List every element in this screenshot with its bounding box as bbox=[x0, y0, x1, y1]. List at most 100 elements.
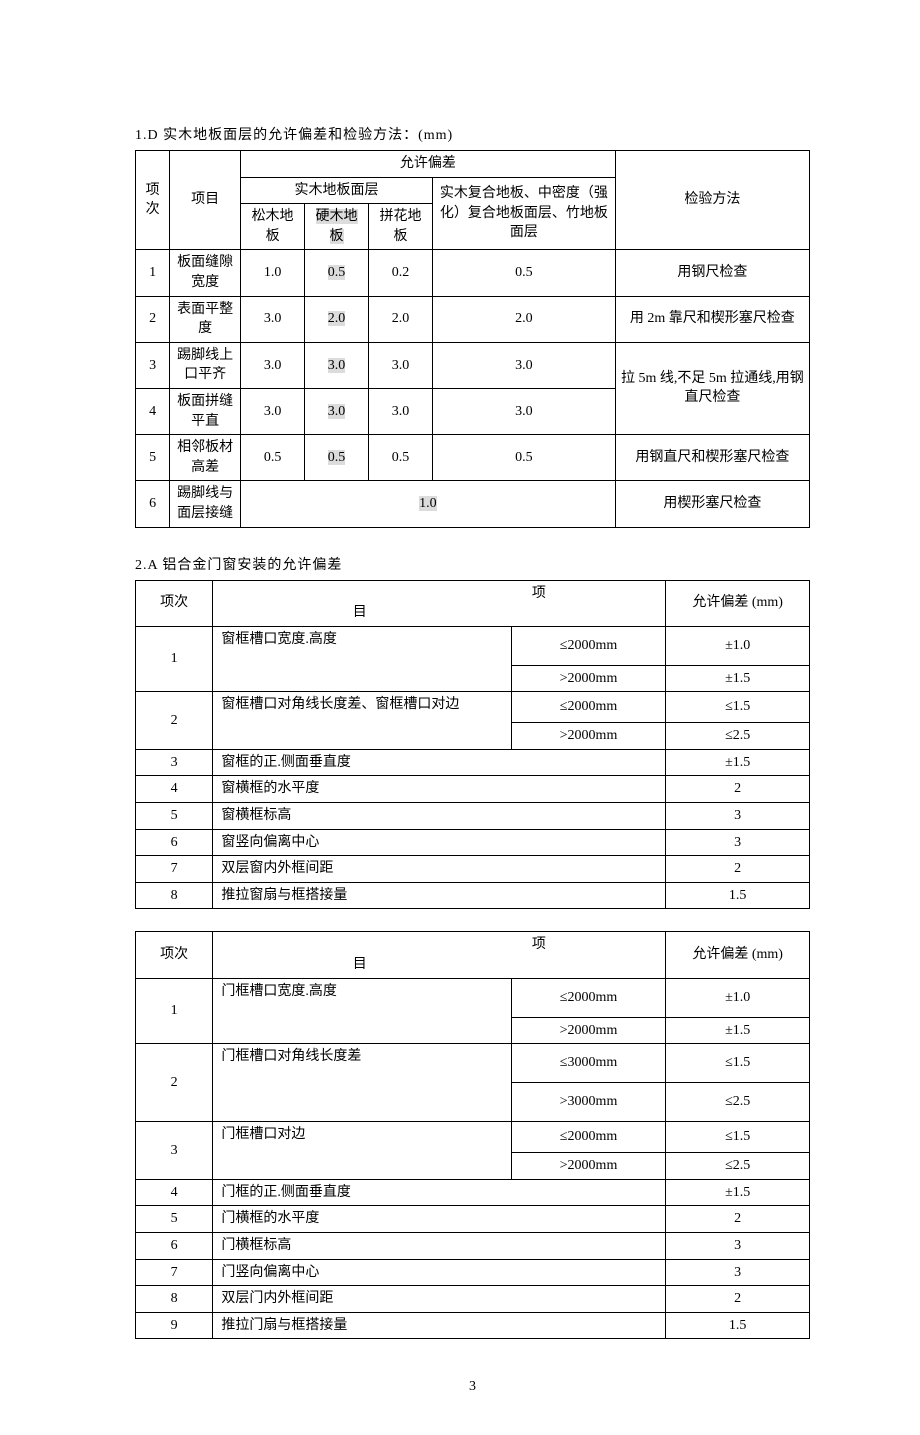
cell-no: 3 bbox=[136, 1122, 213, 1180]
cell-tol: ±1.0 bbox=[666, 978, 810, 1017]
cell-name: 板面拼缝平直 bbox=[170, 388, 241, 434]
cell-val: 1.0 bbox=[241, 481, 616, 527]
header-tol: 允许偏差 (mm) bbox=[666, 932, 810, 978]
cell-name: 门竖向偏离中心 bbox=[213, 1259, 666, 1286]
cell-no: 8 bbox=[136, 882, 213, 909]
cell-no: 1 bbox=[136, 626, 213, 692]
cell-cond: >2000mm bbox=[511, 723, 666, 750]
cell-no: 1 bbox=[136, 250, 170, 296]
table-row: 1 板面缝隙宽度 1.0 0.5 0.2 0.5 用钢尺检查 bbox=[136, 250, 810, 296]
cell-val: 3.0 bbox=[305, 388, 369, 434]
section-heading-1: 1.D 实木地板面层的允许偏差和检验方法：(mm) bbox=[135, 124, 810, 144]
cell-no: 5 bbox=[136, 435, 170, 481]
table-row: 2 窗框槽口对角线长度差、窗框槽口对边 ≤2000mm ≤1.5 bbox=[136, 692, 810, 723]
cell-cond: >2000mm bbox=[511, 1017, 666, 1044]
header-tolerance: 允许偏差 bbox=[241, 151, 616, 178]
cell-val: 0.5 bbox=[432, 250, 615, 296]
table-wood-floor: 项次 项目 允许偏差 检验方法 实木地板面层 实木复合地板、中密度（强化）复合地… bbox=[135, 150, 810, 528]
table-row: 2 表面平整度 3.0 2.0 2.0 2.0 用 2m 靠尺和楔形塞尺检查 bbox=[136, 296, 810, 342]
cell-no: 6 bbox=[136, 829, 213, 856]
cell-tol: ≤1.5 bbox=[666, 692, 810, 723]
cell-no: 8 bbox=[136, 1286, 213, 1313]
header-hard: 硬木地板 bbox=[305, 204, 369, 250]
cell-name: 门框槽口宽度.高度 bbox=[213, 978, 511, 1044]
cell-method: 用 2m 靠尺和楔形塞尺检查 bbox=[615, 296, 809, 342]
table-row: 3 窗框的正.侧面垂直度 ±1.5 bbox=[136, 749, 810, 776]
cell-val: 0.5 bbox=[369, 435, 433, 481]
cell-method: 用钢尺检查 bbox=[615, 250, 809, 296]
cell-method: 用钢直尺和楔形塞尺检查 bbox=[615, 435, 809, 481]
cell-no: 2 bbox=[136, 296, 170, 342]
cell-no: 1 bbox=[136, 978, 213, 1044]
cell-val: 0.5 bbox=[241, 435, 305, 481]
table-row: 1 门框槽口宽度.高度 ≤2000mm ±1.0 bbox=[136, 978, 810, 1017]
cell-no: 3 bbox=[136, 749, 213, 776]
cell-name: 窗框槽口宽度.高度 bbox=[213, 626, 511, 692]
cell-method: 用楔形塞尺检查 bbox=[615, 481, 809, 527]
cell-name: 板面缝隙宽度 bbox=[170, 250, 241, 296]
cell-val: 0.2 bbox=[369, 250, 433, 296]
cell-cond: ≤2000mm bbox=[511, 626, 666, 665]
cell-no: 2 bbox=[136, 1044, 213, 1122]
cell-cond: ≤2000mm bbox=[511, 978, 666, 1017]
cell-cond: ≤3000mm bbox=[511, 1044, 666, 1083]
cell-val: 3.0 bbox=[369, 342, 433, 388]
cell-no: 7 bbox=[136, 856, 213, 883]
cell-val: 2.0 bbox=[305, 296, 369, 342]
table-row: 9 推拉门扇与框搭接量 1.5 bbox=[136, 1312, 810, 1339]
cell-no: 4 bbox=[136, 776, 213, 803]
table-header-row: 项次 项目 允许偏差 (mm) bbox=[136, 580, 810, 626]
cell-tol: 2 bbox=[666, 1206, 810, 1233]
table-row: 3 踢脚线上口平齐 3.0 3.0 3.0 3.0 拉 5m 线,不足 5m 拉… bbox=[136, 342, 810, 388]
cell-cond: ≤2000mm bbox=[511, 1122, 666, 1153]
table-row: 8 推拉窗扇与框搭接量 1.5 bbox=[136, 882, 810, 909]
cell-cond: ≤2000mm bbox=[511, 692, 666, 723]
cell-name: 双层门内外框间距 bbox=[213, 1286, 666, 1313]
cell-no: 5 bbox=[136, 803, 213, 830]
header-tol: 允许偏差 (mm) bbox=[666, 580, 810, 626]
cell-val: 0.5 bbox=[432, 435, 615, 481]
cell-val: 2.0 bbox=[369, 296, 433, 342]
cell-val: 3.0 bbox=[432, 388, 615, 434]
table-row: 8 双层门内外框间距 2 bbox=[136, 1286, 810, 1313]
header-item: 项目 bbox=[213, 580, 666, 626]
cell-cond: >2000mm bbox=[511, 665, 666, 692]
cell-name: 踢脚线上口平齐 bbox=[170, 342, 241, 388]
cell-tol: ±1.0 bbox=[666, 626, 810, 665]
cell-cond: >3000mm bbox=[511, 1083, 666, 1122]
cell-name: 窗横框的水平度 bbox=[213, 776, 666, 803]
cell-tol: ±1.5 bbox=[666, 665, 810, 692]
table-door: 项次 项目 允许偏差 (mm) 1 门框槽口宽度.高度 ≤2000mm ±1.0… bbox=[135, 931, 810, 1339]
cell-name: 门框槽口对边 bbox=[213, 1122, 511, 1180]
cell-no: 6 bbox=[136, 481, 170, 527]
cell-val: 3.0 bbox=[241, 296, 305, 342]
table-row: 2 门框槽口对角线长度差 ≤3000mm ≤1.5 bbox=[136, 1044, 810, 1083]
table-row: 3 门框槽口对边 ≤2000mm ≤1.5 bbox=[136, 1122, 810, 1153]
cell-tol: ≤2.5 bbox=[666, 1153, 810, 1180]
cell-val: 0.5 bbox=[305, 250, 369, 296]
cell-tol: 1.5 bbox=[666, 882, 810, 909]
cell-no: 6 bbox=[136, 1233, 213, 1260]
header-solid: 实木地板面层 bbox=[241, 177, 433, 204]
cell-val: 3.0 bbox=[241, 342, 305, 388]
table-row: 6 门横框标高 3 bbox=[136, 1233, 810, 1260]
header-item: 项目 bbox=[213, 932, 666, 978]
table-row: 6 窗竖向偏离中心 3 bbox=[136, 829, 810, 856]
table-row: 4 窗横框的水平度 2 bbox=[136, 776, 810, 803]
header-no: 项次 bbox=[136, 932, 213, 978]
cell-name: 双层窗内外框间距 bbox=[213, 856, 666, 883]
cell-no: 4 bbox=[136, 1179, 213, 1206]
table-row: 5 门横框的水平度 2 bbox=[136, 1206, 810, 1233]
cell-tol: ≤2.5 bbox=[666, 1083, 810, 1122]
cell-no: 7 bbox=[136, 1259, 213, 1286]
cell-no: 5 bbox=[136, 1206, 213, 1233]
page-number: 3 bbox=[135, 1379, 810, 1395]
cell-name: 踢脚线与面层接缝 bbox=[170, 481, 241, 527]
cell-tol: ≤2.5 bbox=[666, 723, 810, 750]
cell-name: 窗横框标高 bbox=[213, 803, 666, 830]
header-method: 检验方法 bbox=[615, 151, 809, 250]
cell-name: 表面平整度 bbox=[170, 296, 241, 342]
cell-name: 窗框槽口对角线长度差、窗框槽口对边 bbox=[213, 692, 511, 750]
cell-tol: 1.5 bbox=[666, 1312, 810, 1339]
cell-val: 3.0 bbox=[241, 388, 305, 434]
